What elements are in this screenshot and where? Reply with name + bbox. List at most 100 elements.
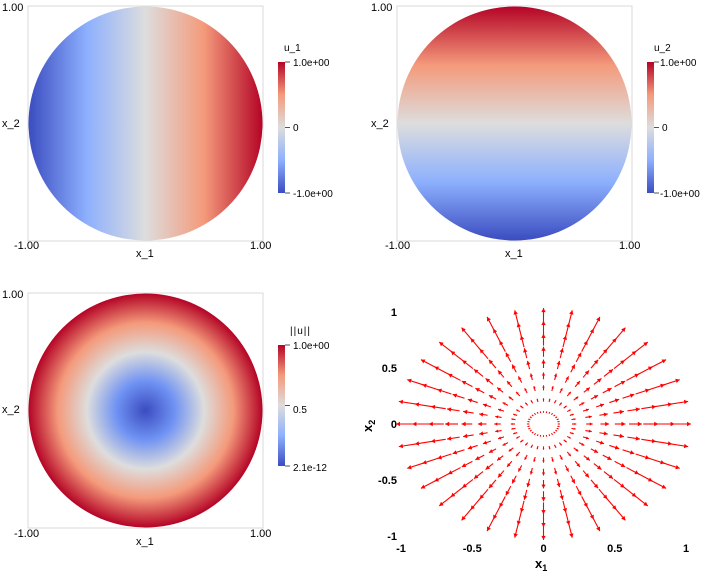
quiver-arrow-head xyxy=(559,402,562,405)
quiver-arrow-head xyxy=(502,402,506,406)
quiver-arrow-head xyxy=(574,422,577,426)
quiver-arrow-head xyxy=(448,470,453,475)
y-tick-label: -1 xyxy=(387,531,397,543)
quiver-arrow-head xyxy=(475,455,480,460)
quiver-arrow-head xyxy=(461,463,467,468)
quiver-arrow-head xyxy=(495,415,499,419)
quiver-arrow-head xyxy=(558,423,560,425)
colorbar-title: ||u|| xyxy=(290,326,311,337)
disk-field-u2 xyxy=(397,6,632,241)
quiver-arrow-head xyxy=(461,327,466,333)
quiver-arrow-head xyxy=(588,429,592,433)
quiver-arrow-head xyxy=(497,370,503,375)
x-tick-label: 1 xyxy=(683,543,689,555)
quiver-arrow-head xyxy=(520,405,523,408)
quiver-arrow-head xyxy=(585,408,589,412)
quiver-arrow-head xyxy=(525,443,528,446)
x-tick-left: -1.00 xyxy=(385,240,410,252)
quiver-arrow-head xyxy=(588,415,592,419)
quiver-arrow-head xyxy=(614,398,620,403)
quiver-arrow-head xyxy=(542,398,545,400)
y-tick-top: 1.00 xyxy=(2,289,23,301)
quiver-arrow-head xyxy=(599,440,605,445)
quiver-arrow-head xyxy=(541,359,546,364)
quiver-arrow-head xyxy=(635,407,640,412)
y-tick-label: -0.5 xyxy=(378,475,397,487)
y-tick-top: 1.00 xyxy=(2,2,23,14)
quiver-arrow-head xyxy=(643,342,648,347)
quiver-arrow-head xyxy=(526,482,531,488)
quiver-arrow-head xyxy=(497,456,502,461)
quiver-arrow-head xyxy=(534,433,536,435)
quiver-arrow-head xyxy=(675,465,680,470)
quiver-arrow-head xyxy=(462,360,467,365)
panel-norm: 1.00 x_2 -1.00 1.00 x_1 ||u|| 1.0e+00 0.… xyxy=(2,289,330,548)
quiver-arrow-head xyxy=(559,348,564,353)
quiver-arrow-head xyxy=(439,501,444,506)
quiver-arrow-head xyxy=(537,434,538,436)
quiver-arrow-head xyxy=(463,433,468,439)
quiver-arrow-head xyxy=(396,421,401,427)
quiver-arrow-head xyxy=(581,402,585,406)
quiver-arrow-head xyxy=(531,414,533,416)
colorbar-title: u_1 xyxy=(284,43,301,54)
quiver-arrow-head xyxy=(583,502,588,508)
quiver-arrow-head xyxy=(407,378,412,383)
quiver-arrow-head xyxy=(568,436,571,439)
quiver-arrow-head xyxy=(593,483,599,489)
quiver-arrow-head xyxy=(584,473,590,478)
quiver-arrow-head xyxy=(546,435,547,437)
quiver-arrow-head xyxy=(536,398,539,401)
quiver-arrow-head xyxy=(475,388,480,393)
quiver-arrow-head xyxy=(551,386,554,389)
x-tick-label: -1 xyxy=(396,543,406,555)
x-tick-right: 1.00 xyxy=(250,240,271,252)
quiver-arrow-head xyxy=(398,399,404,405)
quiver-arrow-head xyxy=(477,421,482,427)
quiver-arrow-head xyxy=(518,376,522,381)
colorbar xyxy=(278,345,285,466)
quiver-arrow-head xyxy=(577,352,582,358)
quiver-arrow-head xyxy=(448,373,453,378)
quiver-arrow-head xyxy=(479,412,484,417)
quiver-arrow-head xyxy=(565,467,569,472)
quiver-arrow-head xyxy=(519,335,525,340)
quiver-arrow-head xyxy=(518,467,522,472)
quiver-arrow-head xyxy=(541,346,546,351)
quiver-arrow-head xyxy=(534,413,536,415)
quiver-arrow-head xyxy=(529,430,531,432)
y-axis-label: x2 xyxy=(360,420,377,432)
quiver-arrow-head xyxy=(530,400,533,403)
quiver-arrow-head xyxy=(557,418,559,420)
quiver-arrow-head xyxy=(516,436,519,439)
colorbar-tick-max: 1.0e+00 xyxy=(293,58,330,69)
quiver-arrow-head xyxy=(686,421,691,427)
quiver-arrow-head xyxy=(494,422,498,426)
quiver-arrow-head xyxy=(508,396,512,400)
quiver-arrow-head xyxy=(644,388,650,393)
quiver-arrow-head xyxy=(581,442,585,446)
quiver-arrow-head xyxy=(528,418,530,420)
quiver-arrow-head xyxy=(541,333,546,338)
quiver-arrow-head xyxy=(585,456,590,461)
quiver-arrow-head xyxy=(634,470,639,475)
quiver-arrow-head xyxy=(554,414,556,416)
colorbar-tick-max: 1.0e+00 xyxy=(660,58,697,69)
quiver-arrow-head xyxy=(589,422,593,426)
quiver-arrow-head xyxy=(554,432,556,434)
quiver-arrow-head xyxy=(499,340,504,346)
colorbar-tick-mid: 0 xyxy=(293,123,299,134)
quiver-arrow-head xyxy=(568,409,571,412)
quiver-arrow-head xyxy=(524,456,527,460)
quiver-arrow-head xyxy=(505,352,510,358)
quiver-arrow-head xyxy=(571,432,574,435)
quiver-arrow-head xyxy=(602,349,608,354)
x-axis-label: x_1 xyxy=(136,536,154,548)
quiver-arrow-head xyxy=(507,463,511,467)
quiver-arrow-head xyxy=(651,404,657,410)
quiver-arrow-head xyxy=(526,360,531,366)
quiver-arrow-head xyxy=(608,369,614,374)
quiver-arrow-head xyxy=(507,381,511,385)
quiver-arrow-head xyxy=(430,404,436,410)
quiver-arrow-head xyxy=(420,359,426,364)
